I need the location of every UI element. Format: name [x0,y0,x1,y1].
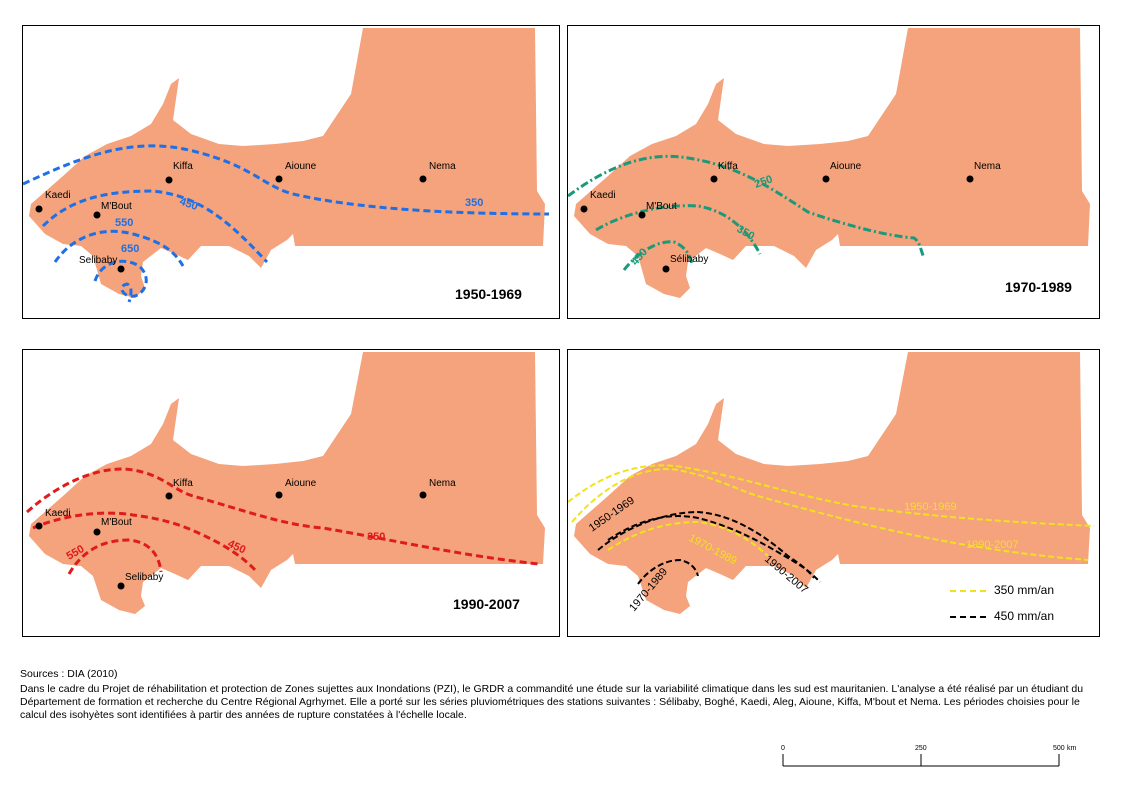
isohyet-label: 550 [115,217,133,229]
isohyet-label: 250 [753,173,774,191]
period-label: 1950-1969 [455,286,522,302]
sources-line: Sources : DIA (2010) [20,668,118,680]
footer: Sources : DIA (2010) Dans le cadre du Pr… [20,668,1090,722]
map-panel-1950-1969: Kaedi M'Bout Selibaby Kiffa Aioune Nema … [22,25,560,319]
city-label: Aioune [285,161,317,172]
legend-swatch [950,590,986,592]
city-label: Nema [429,478,456,489]
legend-item-450: 450 mm/an [950,609,1090,635]
scale-unit: km [1067,745,1077,752]
map-panel-1970-1989: Kaedi M'Bout Sélibaby Kiffa Aioune Nema … [567,25,1100,319]
scale-tick-label: 500 [1053,745,1065,752]
city-label: Aioune [285,478,317,489]
description-text: Dans le cadre du Projet de réhabilitatio… [20,683,1084,721]
city-label: M'Bout [101,201,132,212]
legend: 350 mm/an 450 mm/an [950,583,1090,635]
legend-swatch [950,616,986,618]
city-label: Aioune [830,161,862,172]
isohyet-label: 350 [367,531,385,543]
scale-tick-label: 0 [781,745,785,752]
city-label: Selibaby [125,572,163,583]
period-label: 1970-1989 [1005,279,1072,295]
region-shape [574,352,1090,614]
legend-label: 350 mm/an [994,583,1055,597]
map-panel-1990-2007: Kaedi M'Bout Selibaby Kiffa Aioune Nema … [22,349,560,637]
city-label: Sélibaby [670,254,708,265]
isohyet-label: 450 [178,196,199,214]
city-label: Kaedi [45,508,71,519]
city-label: Selibaby [79,255,117,266]
city-label: Kaedi [45,190,71,201]
comparison-label: 1950-1969 [904,501,957,513]
city-label: Nema [974,161,1001,172]
comparison-label: 1990-2007 [966,539,1019,551]
city-label: Kiffa [718,161,738,172]
scale-tick-label: 250 [915,745,927,752]
map-panel-comparison: 1950-1969 1990-2007 1970-1989 1950-1969 … [567,349,1100,637]
region-shape [29,28,545,298]
isohyet-label: 350 [465,197,483,209]
isohyet-label: 650 [121,243,139,255]
legend-label: 450 mm/an [994,609,1055,623]
city-label: Nema [429,161,456,172]
city-label: M'Bout [101,517,132,528]
city-label: Kiffa [173,478,193,489]
legend-item-350: 350 mm/an [950,583,1090,609]
region-shape [574,28,1090,298]
period-label: 1990-2007 [453,596,520,612]
region-shape [29,352,545,614]
city-label: M'Bout [646,201,677,212]
scale-bar: 0 250 500 km [775,740,1077,780]
city-label: Kaedi [590,190,616,201]
city-label: Kiffa [173,161,193,172]
